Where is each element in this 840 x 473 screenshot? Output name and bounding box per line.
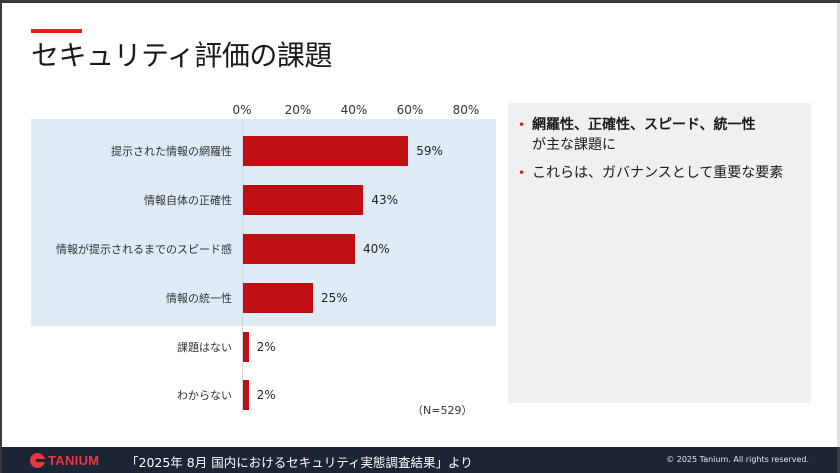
bar — [243, 185, 364, 215]
chart-row: 情報が提示されるまでのスピード感 40% — [2, 234, 502, 264]
sample-size-note: （N=529） — [412, 404, 473, 417]
summary-bullet: • これらは、ガバナンスとして重要な要素 — [518, 163, 783, 183]
bullet-dot-icon: • — [518, 166, 526, 180]
slide-title: セキュリティ評価の課題 — [31, 39, 332, 72]
bar — [243, 136, 409, 166]
value-label: 2% — [256, 340, 276, 354]
x-axis-ticks: 0% 20% 40% 60% 80% — [2, 103, 522, 119]
window-edge — [837, 3, 840, 447]
category-label: 情報が提示されるまでのスピード感 — [56, 243, 232, 256]
x-tick: 0% — [232, 103, 252, 117]
chart-row: 提示された情報の網羅性 59% — [2, 136, 502, 166]
copyright: © 2025 Tanium. All rights reserved. — [666, 455, 809, 464]
category-label: 提示された情報の網羅性 — [111, 145, 232, 158]
bullet-bold-text: 網羅性、正確性、スピード、統一性 — [532, 117, 756, 133]
bar — [243, 380, 249, 410]
chart-row: わからない 2% — [2, 380, 502, 410]
value-label: 43% — [371, 193, 399, 207]
bar — [243, 234, 355, 264]
category-label: 課題はない — [177, 341, 232, 354]
bullet-text: が主な課題に — [532, 137, 616, 153]
value-label: 40% — [363, 242, 390, 256]
chart-row: 課題はない 2% — [2, 332, 502, 362]
summary-bullet: • 網羅性、正確性、スピード、統一性 が主な課題に — [518, 115, 755, 155]
x-tick: 40% — [340, 103, 368, 117]
tanium-logo: TANIUM — [30, 453, 99, 468]
x-tick: 60% — [396, 103, 424, 117]
bullet-dot-icon: • — [518, 118, 526, 132]
bar — [243, 332, 249, 362]
category-label: 情報の統一性 — [166, 292, 232, 305]
value-label: 2% — [256, 388, 276, 402]
summary-panel: • 網羅性、正確性、スピード、統一性 が主な課題に • これらは、ガバナンスとし… — [508, 103, 811, 403]
source-citation: 「2025年 8月 国内におけるセキュリティ実態調査結果」より — [126, 455, 473, 470]
chart-row: 情報自体の正確性 43% — [2, 185, 502, 215]
bar — [243, 283, 313, 313]
x-tick: 80% — [452, 103, 480, 117]
value-label: 59% — [416, 144, 443, 158]
category-label: 情報自体の正確性 — [144, 194, 232, 207]
y-axis-line — [242, 119, 243, 413]
chart-row: 情報の統一性 25% — [2, 283, 502, 313]
tanium-logo-icon — [30, 453, 45, 468]
title-accent-bar — [31, 29, 82, 33]
value-label: 25% — [321, 291, 348, 305]
x-tick: 20% — [284, 103, 312, 117]
footer: TANIUM 「2025年 8月 国内におけるセキュリティ実態調査結果」より ©… — [2, 447, 837, 473]
slide: セキュリティ評価の課題 0% 20% 40% 60% 80% 提示された情報の網… — [2, 3, 837, 447]
logo-text: TANIUM — [48, 453, 100, 468]
category-label: わからない — [177, 389, 232, 402]
bullet-text: これらは、ガバナンスとして重要な要素 — [532, 165, 784, 181]
